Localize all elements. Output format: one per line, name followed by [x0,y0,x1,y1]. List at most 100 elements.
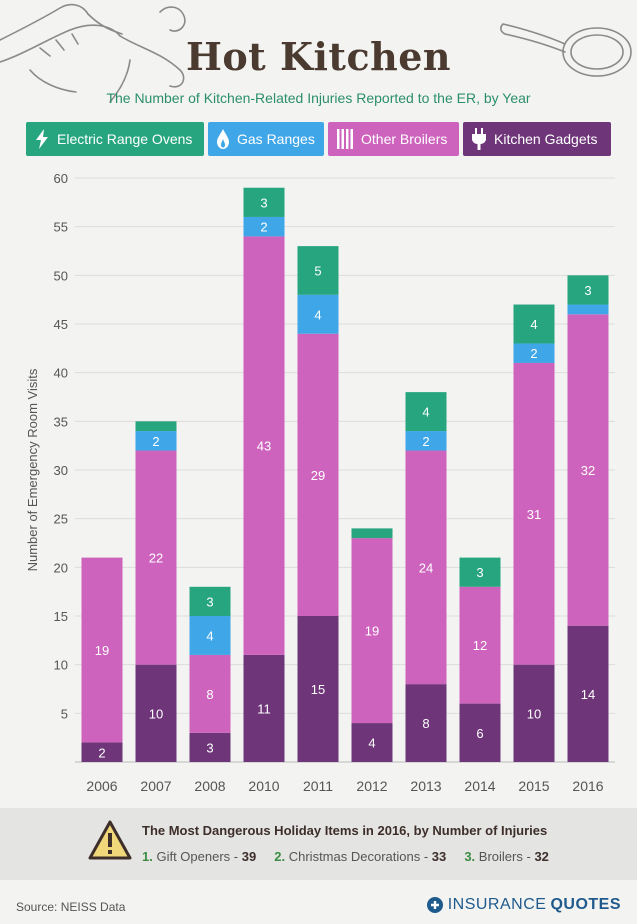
bar-segment [135,450,177,665]
y-tick-label: 20 [54,560,68,575]
data-label: 11 [257,701,271,716]
x-tick-label: 2013 [410,778,441,794]
frying-pan-sketch [500,23,632,77]
bar-segment [459,703,501,762]
data-label: 3 [206,594,213,609]
data-label: 31 [527,507,541,522]
data-label: 2 [152,434,159,449]
bar-segment [297,294,339,334]
bar-segment [405,431,447,451]
data-label: 6 [476,726,483,741]
y-tick-label: 35 [54,414,68,429]
legend-gas-ranges: Gas Ranges [208,122,324,156]
bar-segment [243,236,285,655]
data-label: 8 [206,687,213,702]
bar-segment [243,187,285,217]
grill-bars-icon [337,129,353,149]
x-tick-label: 2006 [86,778,117,794]
y-axis-label: Number of Emergency Room Visits [25,368,40,571]
data-label: 8 [422,716,429,731]
bar-segment [567,314,609,626]
data-label: 3 [260,195,267,210]
data-label: 22 [149,551,163,566]
page-subtitle: The Number of Kitchen-Related Injuries R… [106,90,531,106]
bar-segment [189,654,231,733]
bar-segment [567,275,609,305]
data-label: 12 [473,638,487,653]
data-label: 5 [314,263,321,278]
data-label: 19 [365,624,379,639]
x-tick-label: 2010 [248,778,279,794]
y-tick-label: 30 [54,463,68,478]
data-label: 10 [149,706,163,721]
data-label: 4 [314,307,321,322]
data-label: 2 [530,346,537,361]
data-label: 4 [530,317,537,332]
bar-segment [81,742,123,762]
brand-text-light: INSURANCE [447,896,547,913]
bar-segment [189,586,231,616]
y-tick-label: 40 [54,366,68,381]
data-label: 2 [98,745,105,760]
bar-segment [189,732,231,762]
data-label: 32 [581,463,595,478]
bar-segment [135,421,177,432]
legend-label: Other Broilers [361,131,448,147]
x-tick-label: 2008 [194,778,225,794]
holiday-title: The Most Dangerous Holiday Items in 2016… [142,823,548,838]
legend-label: Electric Range Ovens [57,131,193,147]
data-label: 29 [311,468,325,483]
data-label: 2 [260,220,267,235]
x-tick-label: 2011 [303,778,333,794]
brand-mark-icon [426,897,443,913]
y-tick-label: 25 [54,512,68,527]
x-tick-label: 2016 [572,778,603,794]
bar-segment [351,528,393,539]
data-label: 2 [422,434,429,449]
bar-segment [405,392,447,432]
y-tick-label: 50 [54,268,68,283]
bar-segment [243,654,285,762]
bar-segment [513,664,555,762]
page-title: Hot Kitchen [185,34,452,79]
bar-segment [351,538,393,724]
holiday-item: 2. Christmas Decorations - 33 [274,849,447,864]
bar-segment [297,246,339,295]
bar-segment [297,616,339,762]
data-label: 43 [257,439,271,454]
bar-segment [513,362,555,665]
x-tick-label: 2014 [464,778,495,794]
legend-label: Gas Ranges [237,131,315,147]
y-tick-label: 10 [54,658,68,673]
bar-segment [405,450,447,685]
bar-segment [297,333,339,616]
y-tick-label: 5 [61,706,68,721]
bar-segment [459,586,501,704]
x-tick-label: 2007 [140,778,171,794]
y-tick-label: 55 [54,220,68,235]
bar-segment [567,625,609,762]
data-label: 3 [476,565,483,580]
flame-icon [217,129,229,149]
data-label: 4 [422,405,429,420]
holiday-list: 1. Gift Openers - 39 2. Christmas Decora… [142,849,549,864]
data-label: 3 [206,740,213,755]
lightning-icon [36,129,48,149]
data-label: 4 [368,736,375,751]
brand-logo[interactable]: INSURANCE QUOTES [426,896,621,914]
bar-segment [459,557,501,587]
source-note: Source: NEISS Data [16,900,126,914]
data-label: 19 [95,643,109,658]
holiday-item: 1. Gift Openers - 39 [142,849,257,864]
data-label: 10 [527,706,541,721]
data-label: 15 [311,682,325,697]
data-label: 14 [581,687,595,702]
x-tick-label: 2012 [356,778,387,794]
legend-other-broilers: Other Broilers [328,122,459,156]
bar-segment [135,664,177,762]
bar-segment [81,557,123,743]
bar-segment [513,343,555,363]
bar-segment [189,616,231,655]
fallen-person-sketch [0,3,186,103]
legend-kitchen-gadgets: Kitchen Gadgets [463,122,611,156]
